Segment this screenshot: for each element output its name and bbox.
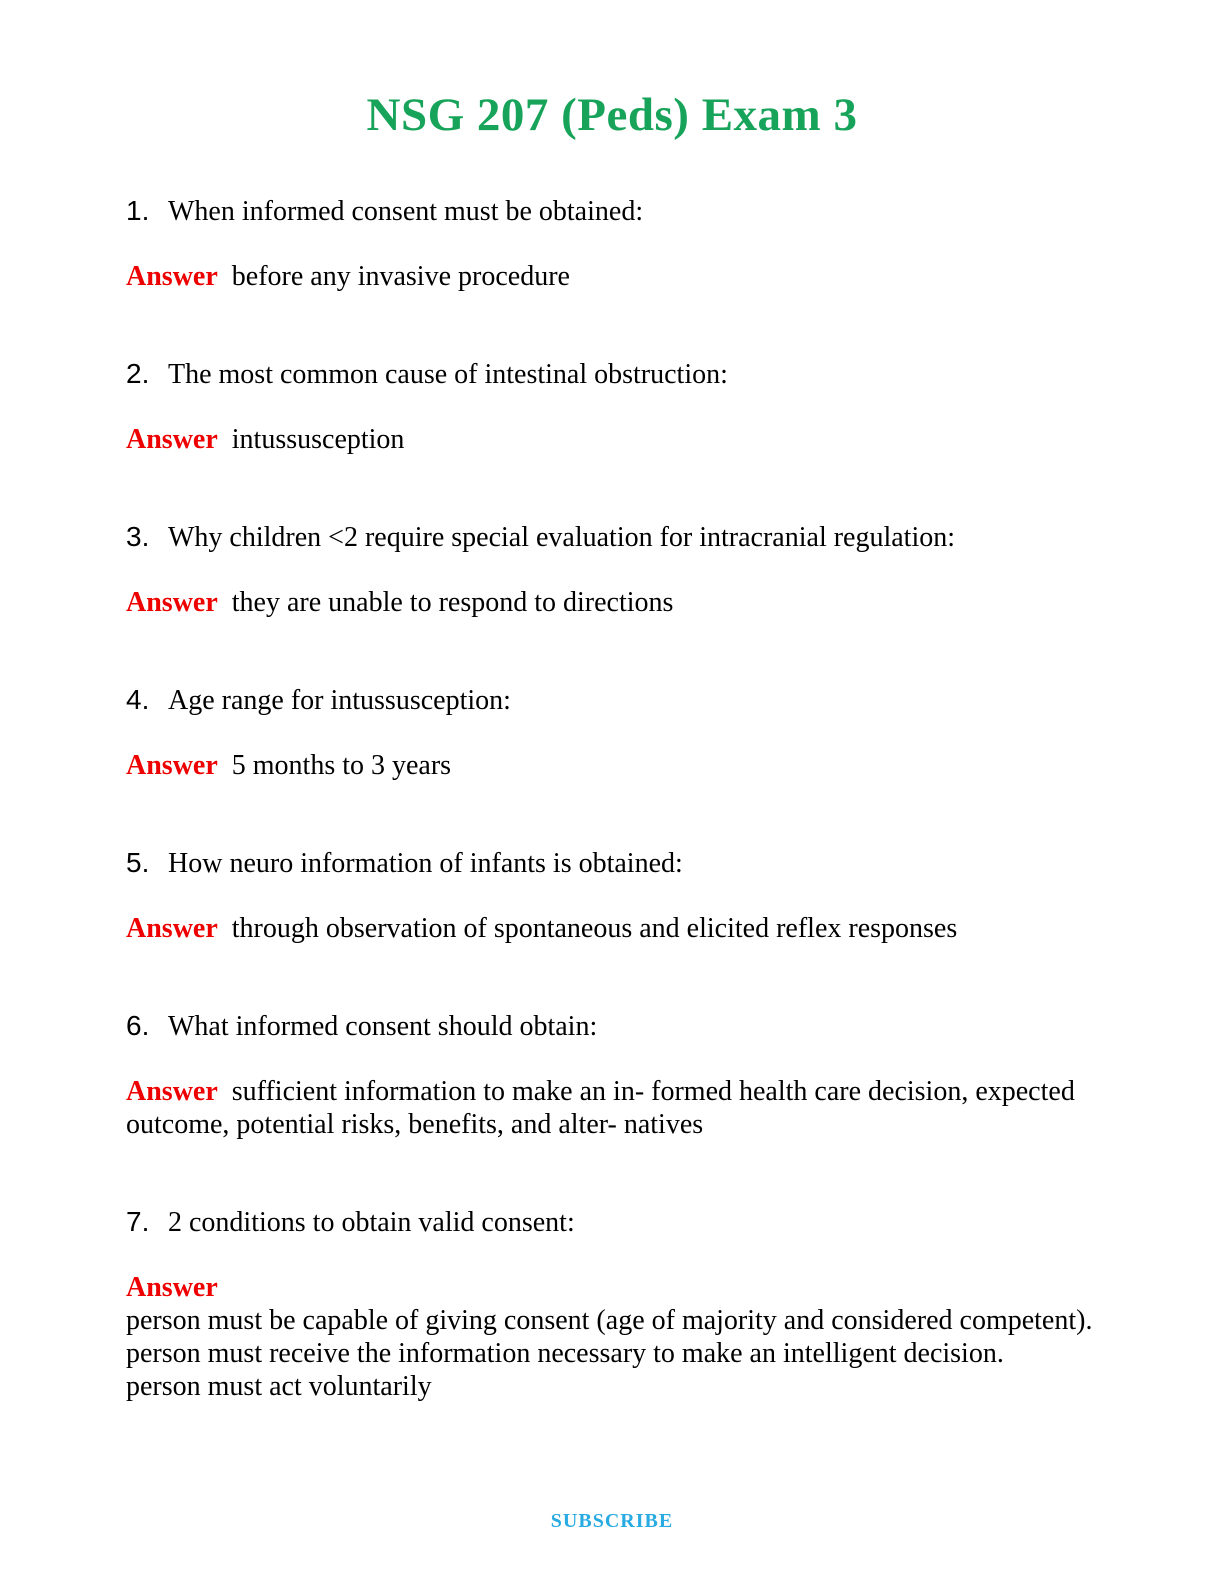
document-body: 1. When informed consent must be obtained… [126,194,1104,1403]
answer-label: Answer [126,261,218,292]
qa-block-7: 7. 2 conditions to obtain valid consent: … [126,1205,1104,1403]
question-line: 6. What informed consent should obtain: [126,1009,1104,1043]
question-number: 6. [126,1010,150,1041]
answer-line: Answer sufficient information to make an … [126,1075,1104,1141]
answer-text-line: person must receive the information nece… [126,1338,1004,1369]
answer-text: intussusception [231,424,405,455]
qa-block-3: 3. Why children <2 require special evalua… [126,520,1104,619]
answer-label: Answer [126,587,218,618]
question-line: 7. 2 conditions to obtain valid consent: [126,1205,1104,1239]
answer-text: through observation of spontaneous and e… [231,913,958,944]
page-title: NSG 207 (Peds) Exam 3 [366,89,858,141]
answer-line: Answer intussusception [126,423,1104,456]
question-number: 3. [126,521,150,552]
answer-label: Answer [126,913,218,944]
subscribe-link[interactable]: SUBSCRIBE [550,1510,674,1532]
answer-line: Answer 5 months to 3 years [126,749,1104,782]
answer-text: sufficient information to make an in- fo… [126,1076,1075,1140]
answer-text: they are unable to respond to directions [231,587,674,618]
qa-block-1: 1. When informed consent must be obtained… [126,194,1104,293]
question-number: 5. [126,847,150,878]
question-number: 7. [126,1206,150,1237]
question-text: When informed consent must be obtained: [168,196,644,227]
answer-text-line: person must be capable of giving consent… [126,1305,1093,1336]
question-line: 3. Why children <2 require special evalua… [126,520,1104,554]
question-text: Why children <2 require special evaluati… [168,522,956,553]
question-line: 5. How neuro information of infants is ob… [126,846,1104,880]
answer-line: Answer through observation of spontaneous… [126,912,1104,945]
question-number: 1. [126,195,150,226]
qa-block-4: 4. Age range for intussusception: Answer 5… [126,683,1104,782]
question-text: Age range for intussusception: [168,685,511,716]
question-number: 2. [126,358,150,389]
question-line: 2. The most common cause of intestinal ob… [126,357,1104,391]
answer-text-line: person must act voluntarily [126,1371,432,1402]
answer-label: Answer [126,1076,218,1107]
question-text: How neuro information of infants is obta… [168,848,683,879]
question-text: The most common cause of intestinal obst… [168,359,728,390]
question-text: 2 conditions to obtain valid consent: [168,1207,575,1238]
answer-block: Answer person must be capable of giving … [126,1271,1104,1403]
answer-label: Answer [126,1272,218,1303]
answer-label: Answer [126,424,218,455]
answer-line: Answer before any invasive procedure [126,260,1104,293]
question-line: 1. When informed consent must be obtained… [126,194,1104,228]
qa-block-5: 5. How neuro information of infants is ob… [126,846,1104,945]
qa-block-2: 2. The most common cause of intestinal ob… [126,357,1104,456]
answer-line: Answer they are unable to respond to dire… [126,586,1104,619]
qa-block-6: 6. What informed consent should obtain: A… [126,1009,1104,1141]
question-line: 4. Age range for intussusception: [126,683,1104,717]
answer-text: before any invasive procedure [231,261,570,292]
page-footer: SUBSCRIBE [0,1510,1224,1533]
answer-text: 5 months to 3 years [231,750,452,781]
question-text: What informed consent should obtain: [168,1011,598,1042]
answer-label: Answer [126,750,218,781]
question-number: 4. [126,684,150,715]
